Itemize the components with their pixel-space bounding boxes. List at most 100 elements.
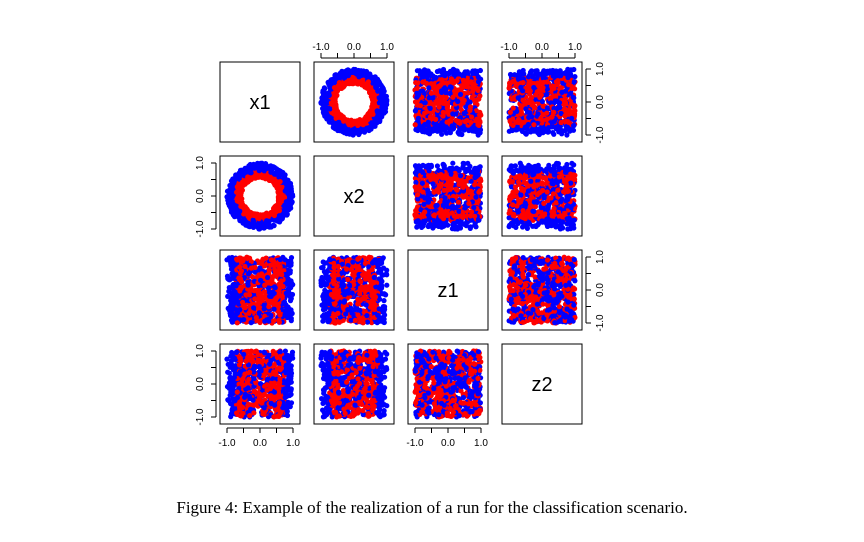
data-point (465, 90, 471, 96)
data-point (535, 162, 541, 168)
data-point (548, 100, 554, 106)
data-point (558, 110, 564, 117)
data-point (436, 189, 442, 195)
data-point (444, 119, 450, 125)
panel-x2-z1 (407, 155, 489, 237)
data-point (530, 74, 536, 80)
data-point (565, 188, 572, 194)
data-point (538, 205, 544, 211)
data-point (234, 198, 240, 204)
data-point (525, 74, 532, 80)
panel-x2-x2: x2 (313, 155, 395, 237)
data-point (415, 115, 421, 121)
data-point (516, 179, 522, 185)
data-point (475, 198, 481, 204)
data-point (461, 97, 467, 103)
data-point (461, 213, 467, 219)
data-point (513, 224, 519, 230)
data-point (511, 218, 517, 224)
data-point (531, 84, 537, 91)
data-point (566, 82, 572, 88)
panel-x1-x2 (313, 61, 395, 143)
data-point (350, 74, 356, 81)
panel-x1-z1 (407, 61, 489, 143)
data-point (450, 197, 456, 204)
data-point (473, 108, 479, 114)
data-point (268, 169, 274, 175)
data-point (510, 170, 516, 176)
data-point (571, 66, 577, 73)
data-point (450, 193, 456, 199)
data-point (334, 109, 340, 115)
data-point (346, 122, 352, 128)
data-point (442, 199, 448, 205)
data-point (427, 131, 433, 137)
data-point (421, 201, 427, 207)
data-point (369, 80, 376, 86)
data-point (230, 186, 236, 192)
data-point (523, 180, 529, 186)
data-point (428, 81, 434, 87)
panel-frame (219, 61, 301, 143)
data-point (420, 169, 426, 175)
data-point (541, 195, 547, 201)
data-point (546, 162, 552, 168)
points (506, 160, 578, 232)
data-point (228, 199, 234, 205)
data-point (455, 218, 461, 225)
data-point (435, 220, 441, 226)
data-point (442, 73, 448, 79)
data-point (337, 82, 343, 88)
data-point (424, 71, 430, 77)
data-point (422, 195, 428, 201)
data-point (450, 111, 456, 117)
data-point (531, 199, 537, 205)
data-point (512, 175, 519, 181)
data-point (559, 224, 565, 230)
data-point (326, 115, 332, 121)
panel-x1-x1: x1 (219, 61, 301, 143)
variable-label: x1 (249, 92, 270, 114)
data-point (372, 118, 378, 125)
data-point (477, 119, 483, 125)
data-point (319, 95, 325, 101)
data-point (571, 79, 577, 85)
data-point (477, 111, 483, 117)
points (506, 66, 578, 138)
data-point (341, 83, 347, 89)
data-point (426, 85, 432, 91)
data-point (563, 197, 569, 204)
data-point (544, 221, 550, 227)
data-point (472, 182, 478, 188)
data-point (346, 69, 353, 76)
data-point (351, 68, 357, 74)
data-point (277, 200, 283, 206)
data-point (544, 110, 550, 116)
data-point (535, 111, 541, 117)
data-point (415, 218, 421, 224)
data-point (360, 77, 366, 83)
data-point (434, 125, 440, 131)
data-point (458, 106, 464, 112)
data-point (460, 194, 466, 200)
data-point (545, 69, 551, 75)
data-point (322, 111, 328, 117)
data-point (281, 194, 288, 200)
panel-frame (501, 155, 583, 237)
data-point (544, 86, 550, 92)
data-point (514, 83, 520, 89)
data-point (508, 163, 514, 169)
panel-x2-x1 (219, 155, 301, 237)
data-point (286, 197, 293, 204)
data-point (266, 175, 272, 181)
data-point (467, 104, 474, 110)
data-point (466, 79, 472, 85)
data-point (511, 94, 517, 100)
data-point (540, 85, 546, 91)
data-point (529, 194, 535, 200)
data-point (273, 203, 279, 209)
data-point (363, 73, 369, 79)
data-point (507, 109, 513, 115)
data-point (375, 88, 381, 94)
data-point (540, 73, 546, 79)
